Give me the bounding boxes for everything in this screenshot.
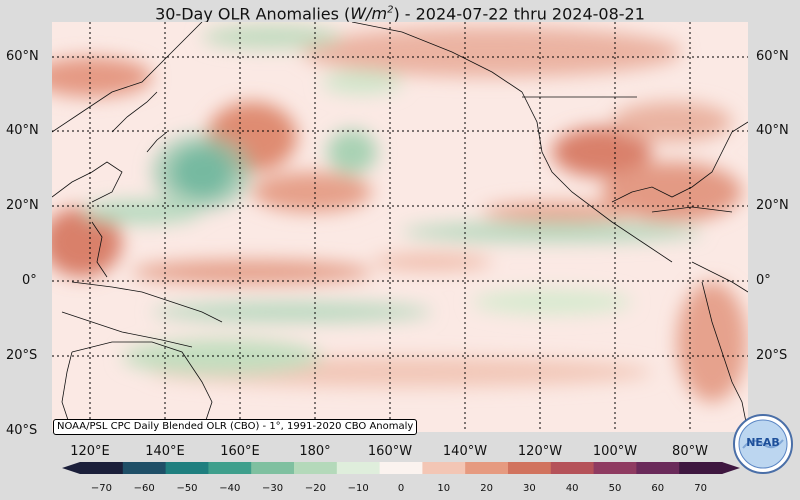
colorbar-tick-label: −40 [219,483,241,494]
lat-label-right: 0° [756,273,771,288]
colorbar-tick-label: −10 [347,483,369,494]
colorbar-tick-label: 30 [523,483,536,494]
anomaly-field [52,22,748,432]
colorbar-segment [550,462,595,474]
colorbar-segment [294,462,338,474]
colorbar-tick-label: 50 [608,483,622,494]
colorbar-segment [251,462,295,474]
colorbar-segment [122,462,167,474]
colorbar-tick-label: 60 [651,483,665,494]
lon-label: 160°E [220,444,260,459]
colorbar-tick-label: −70 [90,483,112,494]
colorbar-tick-label: 10 [437,483,451,494]
colorbar-segment [165,462,209,474]
colorbar-tick-label: 40 [565,483,579,494]
colorbar-tick-label: 0 [397,483,405,494]
lon-label: 140°E [145,444,185,459]
data-source-credit: NOAA/PSL CPC Daily Blended OLR (CBO) - 1… [53,419,418,435]
colorbar-segment [80,462,124,474]
lat-label-right: 40°N [756,123,789,138]
colorbar [62,462,740,474]
lat-label-right: 60°N [756,49,789,64]
lon-label: 120°E [70,444,110,459]
colorbar-segment [208,462,252,474]
colorbar-extend-high [722,462,740,474]
colorbar-extend-low [62,462,80,474]
lon-label: 80°W [672,444,708,459]
colorbar-segment [379,462,423,474]
colorbar-tick-label: −60 [133,483,155,494]
colorbar-tick-label: 70 [694,483,707,494]
lat-label-right: 20°S [756,348,788,363]
colorbar-tick-label: −20 [304,483,326,494]
colorbar-segment [636,462,680,474]
lon-label: 140°W [442,444,488,459]
colorbar-tick-label: 20 [480,483,493,494]
colorbar-segment [508,462,552,474]
svg-text:NEAB: NEAB [746,436,780,449]
lon-label: 160°W [367,444,413,459]
colorbar-segment [679,462,723,474]
colorbar-segment [465,462,509,474]
lat-label-left: 60°N [6,49,39,64]
lat-label-right: 20°N [756,198,789,213]
graticule [52,22,748,432]
lat-label-left: 20°S [6,348,38,363]
lat-label-left: 40°N [6,123,39,138]
lat-label-left: 40°S [6,423,38,438]
map-title: 30-Day OLR Anomalies (W/m2) - 2024-07-22… [155,4,645,24]
nea-lab-logo: NEAB [733,414,793,474]
lon-label: 120°W [517,444,563,459]
colorbar-segment [336,462,381,474]
lon-label: 100°W [592,444,638,459]
lon-label: 180° [299,444,331,459]
olr-anomaly-map [52,22,748,432]
coastlines [52,22,748,432]
lat-label-left: 0° [22,273,37,288]
colorbar-segment [593,462,637,474]
anomaly-blobs [52,25,747,402]
lat-label-left: 20°N [6,198,39,213]
colorbar-tick-label: −50 [176,483,198,494]
colorbar-tick-label: −30 [262,483,284,494]
colorbar-segment [422,462,466,474]
